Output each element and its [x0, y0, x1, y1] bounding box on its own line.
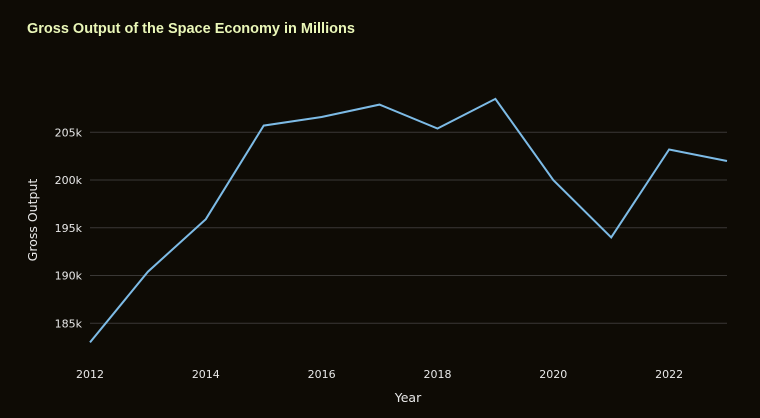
y-tick-label: 190k: [55, 270, 83, 283]
chart-title: Gross Output of the Space Economy in Mil…: [27, 21, 355, 37]
y-tick-label: 200k: [55, 174, 83, 187]
y-tick-label: 205k: [55, 126, 83, 139]
x-tick-label: 2020: [539, 368, 567, 381]
series-line: [89, 97, 728, 344]
x-tick-label: 2012: [76, 368, 104, 381]
x-tick-label: 2022: [655, 368, 683, 381]
y-axis-label: Gross Output: [25, 179, 40, 262]
data-points: [89, 98, 728, 343]
y-tick-label: 195k: [55, 222, 83, 235]
x-tick-label: 2018: [423, 368, 451, 381]
y-tick-label: 185k: [55, 317, 83, 330]
x-tick-label: 2016: [308, 368, 336, 381]
x-axis-label: Year: [394, 390, 422, 405]
x-tick-label: 2014: [192, 368, 220, 381]
